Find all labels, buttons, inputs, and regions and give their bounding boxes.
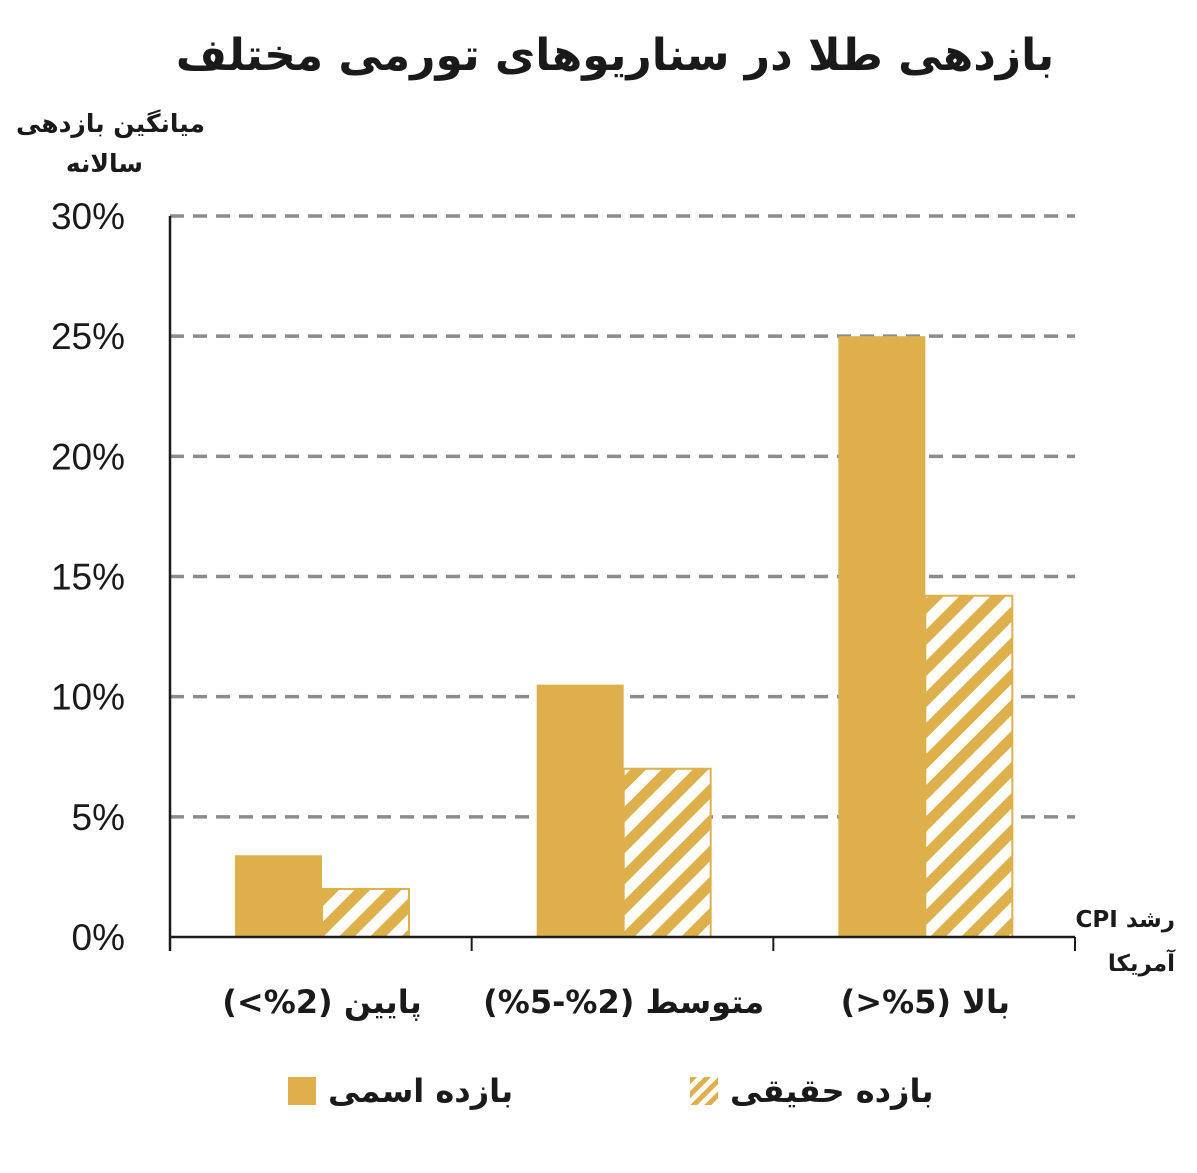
y-tick-label: 15% bbox=[51, 557, 125, 598]
bar bbox=[321, 887, 410, 939]
y-tick-label: 5% bbox=[72, 797, 125, 838]
legend-item-real: بازده حقیقی bbox=[690, 1072, 933, 1110]
x-tick-label: بالا (5%<) bbox=[841, 983, 1010, 1021]
legend-item-nominal: بازده اسمی bbox=[288, 1072, 513, 1110]
bar bbox=[235, 855, 322, 937]
legend-swatch-nominal bbox=[288, 1077, 316, 1105]
chart-title: بازدهی طلا در سناریوهای تورمی مختلف bbox=[175, 30, 1055, 81]
x-axis-label: رشد CPI آمریکا bbox=[1065, 898, 1175, 986]
bar bbox=[838, 336, 926, 938]
bars bbox=[235, 336, 1014, 939]
y-axis-label: میانگین بازدهی سالانه bbox=[0, 104, 205, 184]
bar bbox=[536, 684, 624, 937]
x-axis-label-line-2: آمریکا bbox=[1107, 951, 1175, 977]
y-tick-label: 0% bbox=[72, 917, 125, 958]
y-tick-label: 10% bbox=[51, 677, 125, 718]
legend-label-real: بازده حقیقی bbox=[730, 1072, 934, 1110]
x-tick-label: متوسط (2%-5%) bbox=[483, 983, 764, 1021]
axes bbox=[168, 216, 1076, 951]
bar bbox=[622, 767, 712, 938]
legend-label-nominal: بازده اسمی bbox=[328, 1072, 514, 1110]
y-tick-label: 30% bbox=[51, 196, 125, 237]
y-tick-label: 20% bbox=[51, 436, 125, 477]
bar bbox=[924, 594, 1014, 939]
bar-chart: 0% 5% 10% 15% 20% 25% 30% پایین (2%>) متوسط (2%-… bbox=[51, 196, 1076, 1021]
x-tick-label: پایین (2%>) bbox=[222, 983, 421, 1021]
y-axis-label-line-2: سالانه bbox=[65, 149, 143, 178]
y-axis-label-line-1: میانگین بازدهی bbox=[15, 109, 205, 138]
y-tick-label: 25% bbox=[51, 316, 125, 357]
grid-lines bbox=[170, 214, 1075, 819]
tick-labels: 0% 5% 10% 15% 20% 25% 30% پایین (2%>) متوسط (2%-… bbox=[51, 196, 1010, 1021]
x-axis-label-line-1: رشد CPI bbox=[1075, 907, 1175, 933]
legend-swatch-real bbox=[690, 1077, 718, 1105]
